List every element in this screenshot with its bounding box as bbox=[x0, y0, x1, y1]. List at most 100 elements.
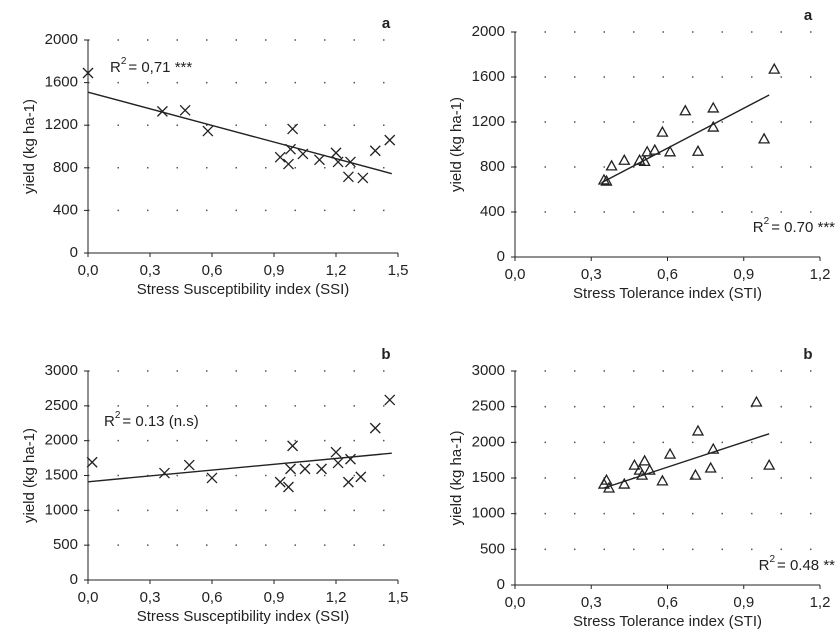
x-tick-label: 0,0 bbox=[78, 262, 99, 279]
y-tick-label: 0 bbox=[497, 248, 505, 265]
y-tick-label: 400 bbox=[53, 201, 78, 218]
x-axis-label: Stress Susceptibility index (SSI) bbox=[137, 608, 350, 625]
x-tick-label: 0,3 bbox=[140, 262, 161, 279]
y-tick-label: 1600 bbox=[45, 74, 78, 91]
point bbox=[643, 463, 656, 475]
point bbox=[342, 171, 354, 183]
r2-sup: 2 bbox=[764, 216, 770, 227]
x-tick-label: 0,0 bbox=[78, 589, 99, 606]
point bbox=[679, 104, 692, 116]
point bbox=[663, 447, 677, 459]
x-tick-label: 0,3 bbox=[581, 594, 602, 611]
point bbox=[355, 471, 367, 483]
x-tick-label: 0,9 bbox=[733, 266, 754, 283]
r2-annotation: R2 = 0,71 *** bbox=[110, 56, 192, 76]
point bbox=[628, 458, 641, 470]
point bbox=[600, 473, 613, 485]
trendline bbox=[87, 91, 392, 175]
point bbox=[179, 104, 191, 116]
point bbox=[689, 468, 702, 480]
panel-label: b bbox=[381, 346, 390, 363]
x-tick-label: 0,6 bbox=[657, 266, 678, 283]
point bbox=[285, 143, 296, 155]
point bbox=[297, 148, 309, 160]
point bbox=[314, 154, 325, 166]
y-tick-label: 500 bbox=[480, 540, 505, 557]
point bbox=[384, 134, 396, 146]
y-tick-label: 1200 bbox=[45, 116, 78, 133]
x-tick-label: 0,6 bbox=[202, 262, 223, 279]
point bbox=[287, 123, 299, 135]
point bbox=[156, 105, 168, 117]
r2-annotation: R2 = 0.70 *** bbox=[753, 216, 835, 236]
point bbox=[605, 159, 618, 171]
point bbox=[159, 467, 170, 479]
x-tick-label: 0,9 bbox=[264, 262, 285, 279]
x-tick-label: 1,2 bbox=[810, 594, 831, 611]
x-tick-label: 0,0 bbox=[505, 594, 526, 611]
point bbox=[330, 147, 342, 159]
point bbox=[206, 472, 218, 484]
point bbox=[663, 145, 677, 157]
y-tick-label: 800 bbox=[480, 158, 505, 175]
r2-base: R bbox=[753, 219, 764, 236]
point bbox=[285, 463, 296, 475]
point bbox=[283, 158, 294, 170]
panel-label: a bbox=[804, 7, 813, 24]
point bbox=[707, 442, 720, 454]
x-tick-label: 1,2 bbox=[326, 262, 347, 279]
y-tick-label: 500 bbox=[53, 536, 78, 553]
y-axis-label: yield (kg ha-1) bbox=[21, 428, 38, 523]
point bbox=[656, 474, 669, 486]
y-tick-label: 1500 bbox=[472, 469, 505, 486]
point bbox=[369, 422, 381, 434]
point bbox=[691, 424, 705, 436]
y-axis-label: yield (kg ha-1) bbox=[448, 430, 465, 525]
x-tick-label: 0,6 bbox=[657, 594, 678, 611]
point bbox=[202, 125, 214, 137]
y-tick-label: 400 bbox=[480, 203, 505, 220]
r2-text: = 0,71 *** bbox=[128, 59, 192, 76]
point bbox=[299, 463, 311, 475]
y-tick-label: 3000 bbox=[45, 362, 78, 379]
point bbox=[600, 174, 613, 186]
r2-base: R bbox=[759, 557, 770, 574]
point bbox=[345, 156, 356, 168]
point bbox=[618, 153, 631, 165]
trendline bbox=[601, 94, 770, 184]
y-tick-label: 2000 bbox=[45, 432, 78, 449]
point bbox=[750, 395, 763, 407]
y-tick-label: 1000 bbox=[45, 501, 78, 518]
y-tick-label: 0 bbox=[70, 244, 78, 261]
r2-base: R bbox=[110, 59, 121, 76]
point bbox=[287, 440, 299, 452]
y-tick-label: 2000 bbox=[472, 23, 505, 40]
y-axis-label: yield (kg ha-1) bbox=[448, 97, 465, 192]
x-tick-label: 1,2 bbox=[810, 266, 831, 283]
point bbox=[330, 446, 342, 458]
r2-text: = 0.48 ** bbox=[777, 557, 835, 574]
point bbox=[342, 476, 354, 488]
y-tick-label: 2000 bbox=[472, 433, 505, 450]
x-tick-label: 0,3 bbox=[581, 266, 602, 283]
x-axis-label: Stress Tolerance index (STI) bbox=[573, 285, 762, 302]
panel-label: b bbox=[803, 346, 812, 363]
r2-sup: 2 bbox=[769, 554, 775, 565]
point bbox=[648, 143, 661, 155]
x-tick-label: 0,9 bbox=[733, 594, 754, 611]
point bbox=[618, 477, 631, 489]
point bbox=[704, 461, 717, 473]
y-tick-label: 1600 bbox=[472, 68, 505, 85]
y-tick-label: 2000 bbox=[45, 31, 78, 48]
y-tick-label: 1200 bbox=[472, 113, 505, 130]
point bbox=[384, 394, 396, 406]
r2-text: = 0.70 *** bbox=[771, 219, 835, 236]
x-tick-label: 0,3 bbox=[140, 589, 161, 606]
r2-text: = 0.13 (n.s) bbox=[122, 413, 198, 430]
y-tick-label: 0 bbox=[497, 576, 505, 593]
y-tick-label: 1000 bbox=[472, 505, 505, 522]
point bbox=[763, 458, 776, 470]
point bbox=[597, 173, 611, 185]
x-tick-label: 1,2 bbox=[326, 589, 347, 606]
